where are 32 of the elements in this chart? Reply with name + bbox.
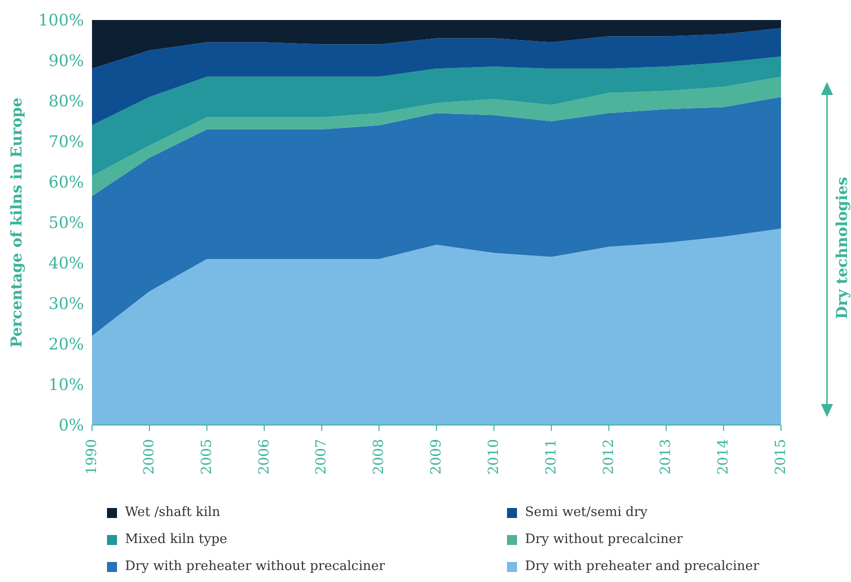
text: Dry technologies <box>833 176 851 320</box>
x-tick-label: 2014 <box>716 438 732 475</box>
x-tick-label: 2009 <box>428 439 444 475</box>
x-tick-label: 2005 <box>198 439 215 475</box>
y-tick-label: 10% <box>48 375 84 394</box>
x-tick-label: 1990 <box>84 439 100 475</box>
x-tick-label: 2013 <box>658 439 674 475</box>
x-tick-label: 2015 <box>773 439 789 475</box>
y-axis-title: Percentage of kilns in Europe <box>7 98 26 348</box>
legend-label: Dry with preheater and precalciner <box>525 559 760 574</box>
x-tick-label: 2006 <box>256 438 272 475</box>
legend-label: Dry without precalciner <box>525 532 683 547</box>
x-tick-label: 2000 <box>141 439 158 475</box>
x-tick-label: 2010 <box>486 439 502 475</box>
y-tick-label: 100% <box>38 10 84 30</box>
y-tick-label: 0% <box>58 416 84 435</box>
legend-label: Semi wet/semi dry <box>525 505 648 520</box>
legend-label: Wet /shaft kiln <box>125 505 220 520</box>
x-tick-label: 2008 <box>371 439 388 475</box>
y-tick-label: 90% <box>48 51 84 70</box>
y-tick-label: 40% <box>48 254 84 273</box>
x-tick-label: 2007 <box>314 439 330 475</box>
y-tick-label: 30% <box>48 294 84 314</box>
y-tick-label: 70% <box>48 132 84 152</box>
x-tick-label: 2011 <box>543 439 560 475</box>
y-tick-label: 60% <box>48 172 84 192</box>
y-tick-label: 20% <box>48 334 84 354</box>
y-tick-label: 80% <box>48 92 84 111</box>
y-tick-label: 50% <box>48 213 84 232</box>
legend-label: Mixed kiln type <box>125 532 228 547</box>
x-tick-label: 2012 <box>600 439 617 475</box>
legend-label: Dry with preheater without precalciner <box>125 559 386 574</box>
